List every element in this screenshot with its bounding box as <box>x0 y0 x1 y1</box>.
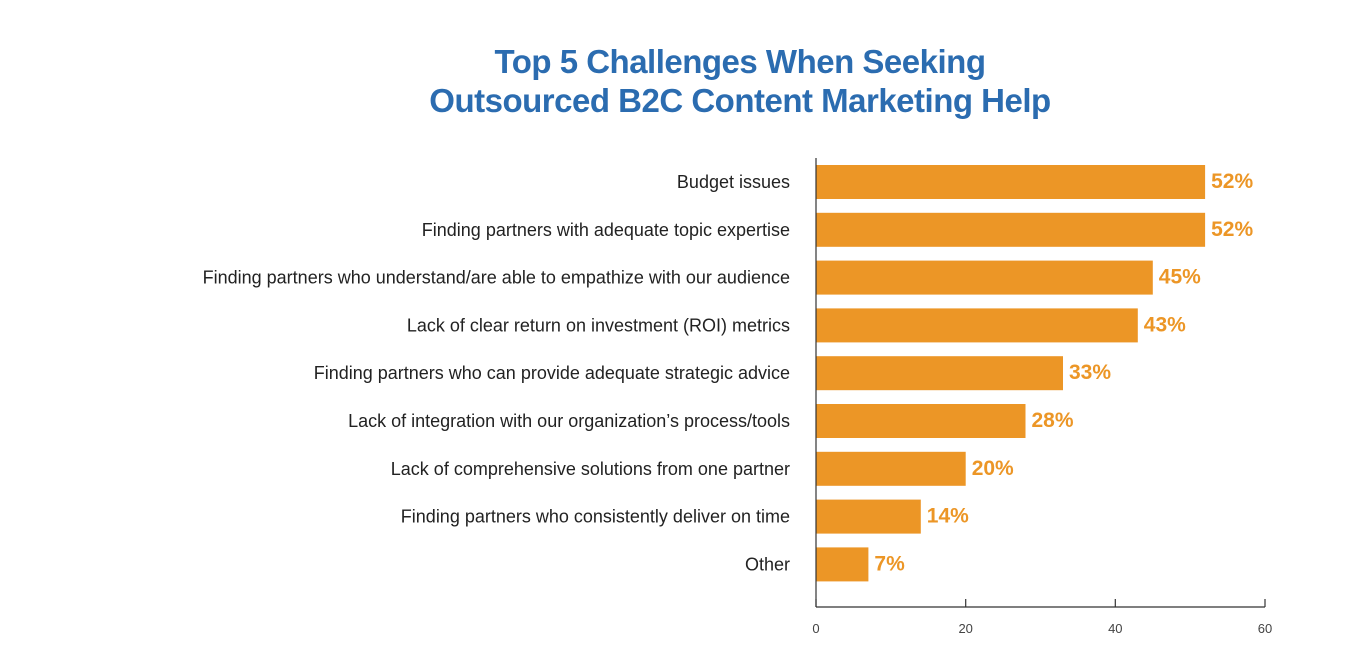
chart-title: Top 5 Challenges When Seeking Outsourced… <box>0 42 1351 120</box>
value-label: 7% <box>874 552 905 575</box>
bar-7 <box>816 451 966 486</box>
bar-4 <box>816 308 1138 343</box>
bar-3 <box>816 260 1153 295</box>
x-tick-label: 60 <box>1258 621 1272 636</box>
bar-2 <box>816 212 1206 247</box>
category-label: Other <box>745 554 790 574</box>
value-label: 20% <box>972 457 1014 480</box>
value-label: 52% <box>1211 218 1253 241</box>
x-tick-label: 0 <box>812 621 819 636</box>
bar-9 <box>816 547 869 582</box>
value-label: 33% <box>1069 361 1111 384</box>
value-label: 14% <box>927 505 969 528</box>
value-label: 45% <box>1159 266 1201 289</box>
bar-6 <box>816 404 1026 438</box>
category-label: Lack of comprehensive solutions from one… <box>391 459 790 479</box>
category-label: Finding partners who can provide adequat… <box>314 363 790 383</box>
category-label: Budget issues <box>677 172 790 192</box>
bar-8 <box>816 499 921 534</box>
bar-1 <box>816 165 1206 199</box>
value-label: 28% <box>1032 409 1074 432</box>
category-label: Lack of clear return on investment (ROI)… <box>407 315 790 335</box>
category-label: Finding partners who consistently delive… <box>401 507 790 527</box>
x-tick-label: 40 <box>1108 621 1122 636</box>
bar-5 <box>816 356 1063 391</box>
category-label: Finding partners who understand/are able… <box>203 268 790 288</box>
x-tick-label: 20 <box>958 621 972 636</box>
value-label: 43% <box>1144 313 1186 336</box>
chart-title-line-2: Outsourced B2C Content Marketing Help <box>429 82 1051 119</box>
value-label: 52% <box>1211 170 1253 193</box>
chart-title-line-1: Top 5 Challenges When Seeking <box>494 43 986 80</box>
category-label: Lack of integration with our organizatio… <box>348 411 790 431</box>
category-label: Finding partners with adequate topic exp… <box>422 220 790 240</box>
